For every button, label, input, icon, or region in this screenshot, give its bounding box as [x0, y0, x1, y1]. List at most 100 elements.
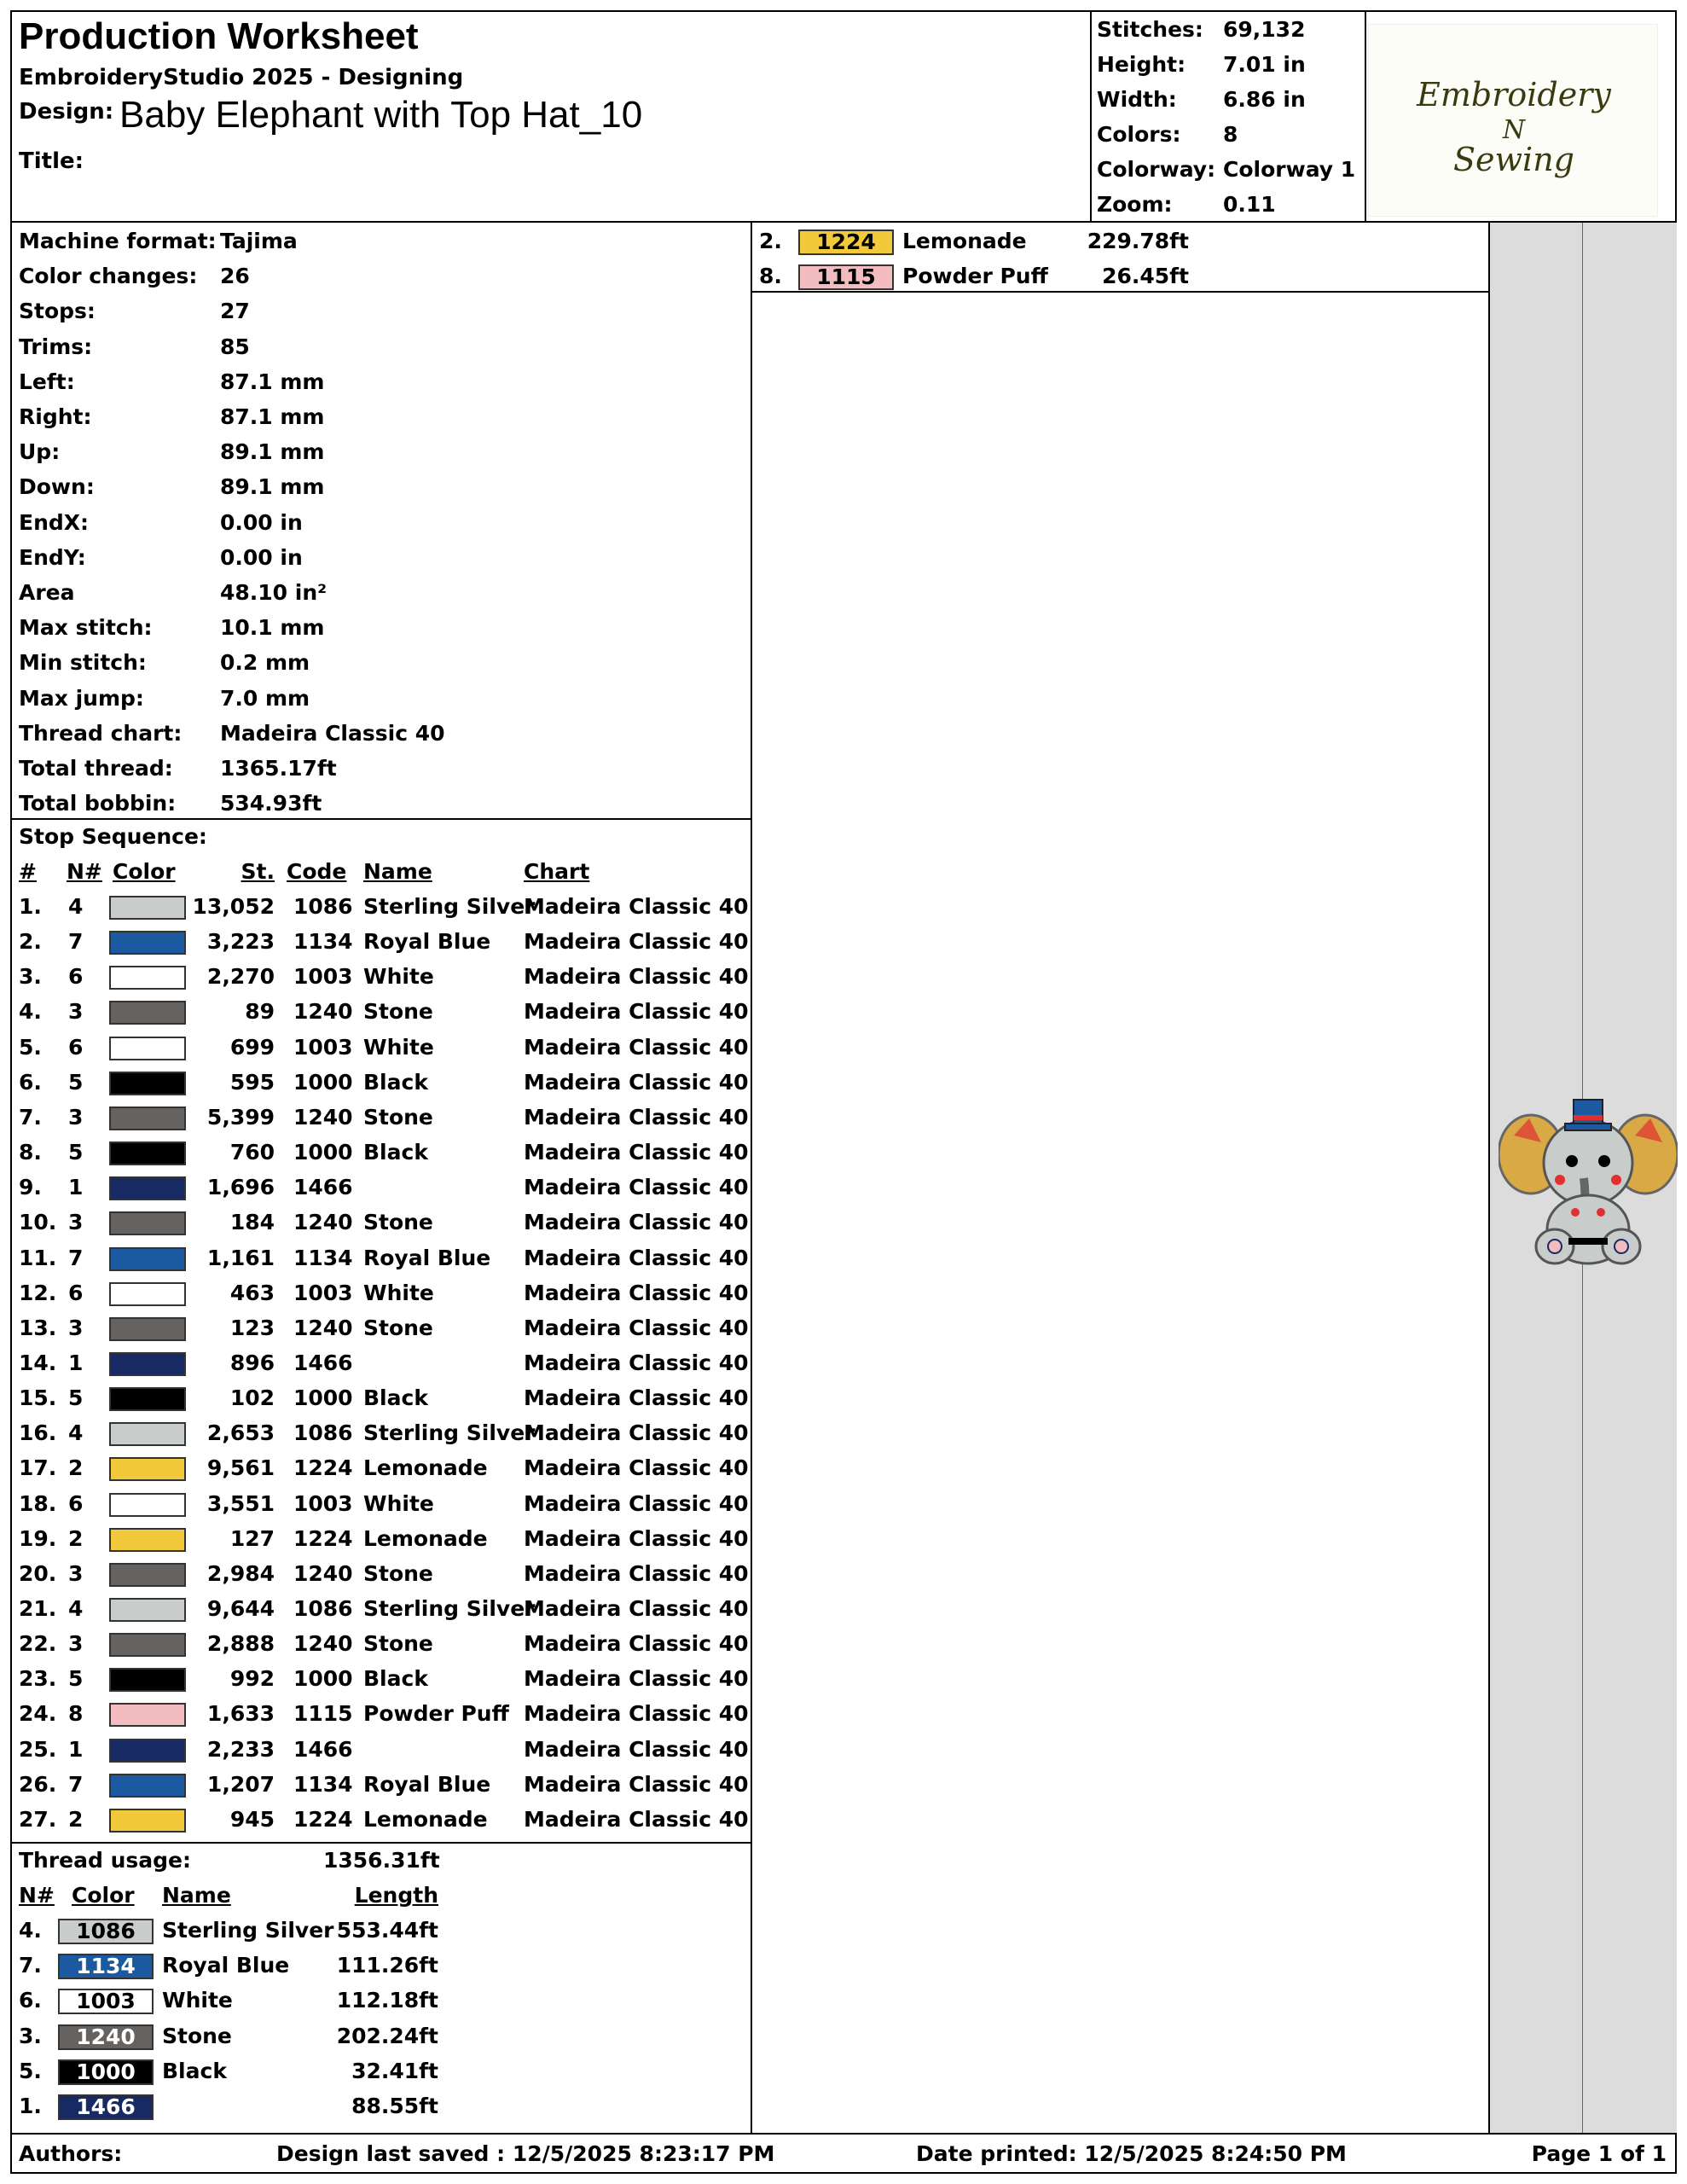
color-swatch: [109, 1457, 186, 1482]
footer-last-saved: Design last saved : 12/5/2025 8:23:17 PM: [276, 2141, 775, 2166]
stop-stitches: 2,233: [206, 1736, 275, 1762]
stop-code: 1086: [293, 1420, 353, 1446]
usage-color-swatch: 1000: [58, 2059, 154, 2085]
stop-chart: Madeira Classic 40: [524, 1631, 749, 1657]
stop-chart: Madeira Classic 40: [524, 1350, 749, 1375]
stop-num: 26.: [19, 1771, 57, 1797]
usage-needle: 2.: [759, 229, 782, 253]
stop-code: 1466: [293, 1350, 353, 1375]
stop-needle: 6: [68, 1280, 84, 1305]
stop-chart: Madeira Classic 40: [524, 1315, 749, 1340]
stop-name: White: [363, 1280, 434, 1305]
stop-code: 1086: [293, 894, 353, 919]
usage-needle: 5.: [19, 2058, 42, 2083]
usage-name: Stone: [162, 2023, 232, 2048]
color-swatch: [109, 1351, 186, 1376]
usage-needle: 3.: [19, 2023, 42, 2048]
stop-num: 14.: [19, 1350, 57, 1375]
summary-value: 8: [1223, 122, 1238, 147]
stop-needle: 3: [68, 1631, 84, 1657]
stop-needle: 1: [68, 1350, 84, 1375]
col-header-stitches: St.: [241, 859, 275, 884]
color-swatch: [109, 1668, 186, 1693]
usage-length: 202.24ft: [336, 2023, 438, 2048]
color-swatch: [109, 1001, 186, 1025]
usage-color-swatch: 1240: [58, 2024, 154, 2050]
usage-color-swatch: 1115: [798, 264, 894, 291]
machine-stat-label: Left:: [19, 369, 75, 394]
stop-num: 5.: [19, 1034, 42, 1060]
stop-num: 25.: [19, 1736, 57, 1762]
stop-num: 18.: [19, 1490, 57, 1516]
stop-code: 1224: [293, 1455, 353, 1481]
stop-num: 22.: [19, 1631, 57, 1657]
machine-stat-value: 85: [220, 334, 250, 359]
logo-line-3: Sewing: [1453, 141, 1574, 178]
usage-name: Black: [162, 2058, 227, 2083]
stop-code: 1240: [293, 1210, 353, 1235]
machine-stat-value: 87.1 mm: [220, 404, 325, 429]
stop-code: 1240: [293, 1560, 353, 1586]
color-swatch: [109, 1492, 186, 1517]
column-divider: [1488, 223, 1490, 2133]
stop-needle: 3: [68, 1104, 84, 1130]
stop-chart: Madeira Classic 40: [524, 1034, 749, 1060]
machine-stat-label: Min stitch:: [19, 650, 147, 676]
machine-stat-label: Area: [19, 580, 75, 605]
stop-chart: Madeira Classic 40: [524, 964, 749, 990]
stop-needle: 5: [68, 1140, 84, 1165]
color-swatch: [109, 1773, 186, 1798]
stop-stitches: 945: [229, 1806, 275, 1832]
machine-stat-value: 27: [220, 299, 250, 324]
machine-stat-label: Up:: [19, 439, 61, 465]
stop-num: 7.: [19, 1104, 42, 1130]
stop-chart: Madeira Classic 40: [524, 1210, 749, 1235]
title-label: Title:: [19, 148, 84, 174]
usage-name: White: [162, 1988, 233, 2013]
color-swatch: [109, 896, 186, 920]
stop-num: 9.: [19, 1175, 42, 1200]
stop-code: 1000: [293, 1140, 353, 1165]
stop-stitches: 5,399: [206, 1104, 275, 1130]
stop-code: 1003: [293, 1490, 353, 1516]
stop-needle: 7: [68, 1245, 84, 1270]
design-label: Design:: [19, 99, 114, 125]
stop-code: 1000: [293, 1666, 353, 1692]
stop-chart: Madeira Classic 40: [524, 1596, 749, 1621]
machine-stat-value: 89.1 mm: [220, 439, 325, 465]
stop-code: 1086: [293, 1596, 353, 1621]
stop-code: 1134: [293, 929, 353, 955]
usage-length: 88.55ft: [351, 2094, 438, 2118]
stop-chart: Madeira Classic 40: [524, 1525, 749, 1551]
usage-length: 111.26ft: [336, 1953, 438, 1978]
usage-length: 553.44ft: [336, 1918, 438, 1943]
stop-code: 1115: [293, 1701, 353, 1727]
logo-line-2: N: [1502, 115, 1526, 145]
stop-needle: 5: [68, 1666, 84, 1692]
stop-name: Royal Blue: [363, 929, 491, 955]
stop-stitches: 2,270: [206, 964, 275, 990]
stop-stitches: 595: [229, 1069, 275, 1095]
stop-code: 1003: [293, 1034, 353, 1060]
usage-color-swatch: 1224: [798, 229, 894, 255]
stop-num: 16.: [19, 1420, 57, 1446]
stop-chart: Madeira Classic 40: [524, 1140, 749, 1165]
header-divider: [1365, 12, 1366, 223]
stop-stitches: 2,984: [206, 1560, 275, 1586]
stop-num: 13.: [19, 1315, 57, 1340]
machine-stat-value: 89.1 mm: [220, 474, 325, 500]
col-header-name: Name: [363, 859, 432, 884]
stop-code: 1134: [293, 1245, 353, 1270]
page-title: Production Worksheet: [19, 15, 419, 57]
stop-num: 17.: [19, 1455, 57, 1481]
usage-needle: 4.: [19, 1918, 42, 1943]
col-header-code: Code: [287, 859, 347, 884]
stop-needle: 3: [68, 1315, 84, 1340]
stop-name: White: [363, 964, 434, 990]
summary-label: Width:: [1097, 87, 1177, 112]
machine-stat-label: Color changes:: [19, 264, 198, 289]
stop-name: Black: [363, 1666, 428, 1692]
stop-stitches: 9,644: [206, 1596, 275, 1621]
color-swatch: [109, 966, 186, 990]
stop-num: 4.: [19, 999, 42, 1025]
